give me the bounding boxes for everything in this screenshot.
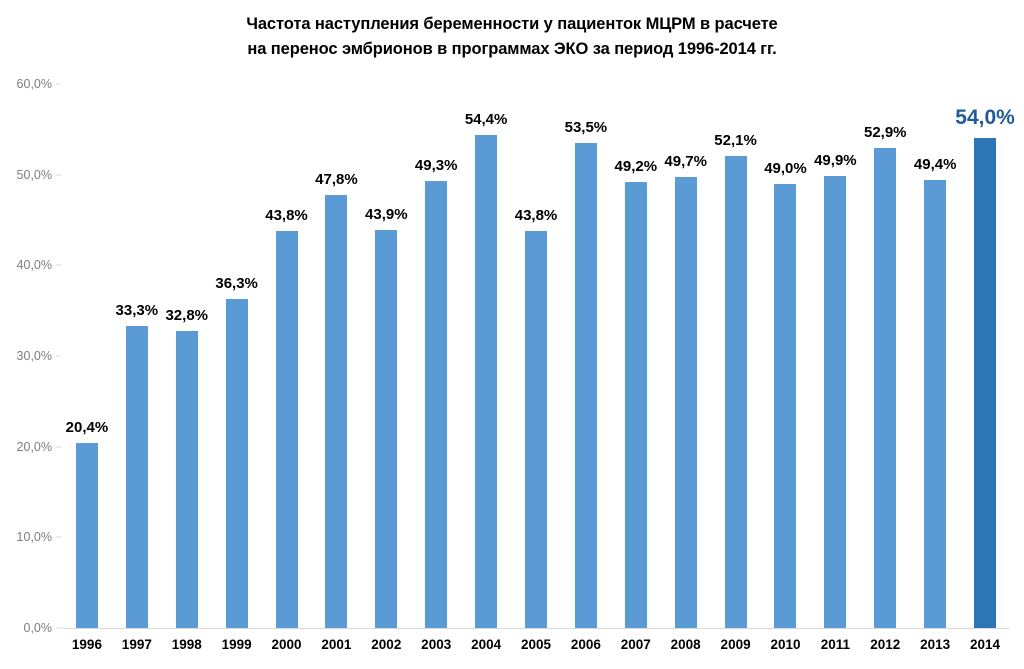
bar[interactable] [774, 183, 797, 628]
bar-value-label: 49,9% [814, 151, 857, 169]
x-axis-tick-label: 2010 [770, 637, 801, 652]
bar-value-label: 53,5% [564, 118, 608, 136]
bar-value-label: 20,4% [65, 419, 109, 437]
x-axis-tick-label: 2002 [371, 637, 402, 652]
bar[interactable] [75, 443, 98, 628]
bar[interactable] [924, 180, 947, 628]
bar[interactable] [425, 181, 448, 628]
bar[interactable] [574, 142, 597, 628]
x-axis-tick-label: 2011 [820, 637, 851, 652]
bar[interactable] [275, 230, 298, 628]
bar-value-label: 43,9% [365, 205, 408, 223]
bar[interactable] [525, 230, 547, 628]
bar[interactable] [974, 138, 997, 628]
x-axis-tick-label: 2006 [570, 637, 601, 652]
bar[interactable] [175, 330, 198, 628]
bar-value-label: 49,0% [764, 159, 807, 177]
chart-title-line-2: на перенос эмбрионов в программах ЭКО за… [247, 40, 777, 59]
bar[interactable] [824, 175, 847, 628]
bar[interactable] [375, 229, 398, 628]
x-axis-tick-label: 2000 [271, 637, 302, 652]
bar-value-label: 43,8% [514, 206, 558, 224]
bar-value-label: 52,1% [714, 131, 757, 149]
bar[interactable] [674, 177, 697, 628]
x-axis-tick-label: 1997 [121, 637, 152, 652]
x-axis-tick-label: 2008 [670, 637, 701, 652]
bar[interactable] [225, 298, 248, 628]
bar-value-label: 33,3% [115, 302, 159, 320]
bar-value-label: 49,2% [614, 157, 658, 175]
bar-value-label: 32,8% [165, 306, 209, 324]
x-axis-tick-label: 2001 [321, 637, 352, 652]
bar[interactable] [125, 326, 148, 628]
x-axis-line [62, 628, 1010, 629]
x-axis-tick-label: 1998 [171, 637, 202, 652]
bar-value-label: 54,4% [464, 110, 508, 128]
bar[interactable] [325, 194, 348, 628]
bar-value-label: 49,4% [913, 156, 957, 174]
x-axis-tick-label: 2009 [720, 637, 751, 652]
x-axis-tick-label: 2012 [870, 637, 901, 652]
bar-value-label: 43,8% [265, 206, 308, 224]
bar-value-label: 49,7% [664, 153, 707, 171]
bar-value-label: 49,3% [414, 157, 458, 174]
x-axis-tick-label: 2007 [620, 637, 651, 652]
bar-value-label: 52,9% [863, 124, 907, 142]
x-axis-tick-label: 1996 [71, 637, 102, 652]
x-axis-tick-label: 2005 [520, 637, 552, 652]
bar[interactable] [475, 134, 498, 628]
bar-value-label: 36,3% [215, 274, 258, 292]
bar-value-label: 47,8% [315, 170, 358, 188]
x-axis-tick-label: 2014 [970, 637, 1001, 652]
x-axis-tick-label: 2013 [920, 637, 951, 652]
chart-title-line-1: Частота наступления беременности у пацие… [246, 15, 778, 33]
chart-title: Частота наступления беременности у пацие… [60, 12, 964, 62]
bar-value-label: 54,0% [955, 106, 1015, 130]
x-axis-tick-label: 2004 [471, 637, 502, 652]
x-axis-tick-label: 1999 [221, 637, 252, 652]
bar[interactable] [724, 155, 747, 628]
bar[interactable] [874, 148, 897, 628]
bar[interactable] [624, 181, 647, 628]
x-axis-tick-label: 2003 [421, 637, 452, 652]
